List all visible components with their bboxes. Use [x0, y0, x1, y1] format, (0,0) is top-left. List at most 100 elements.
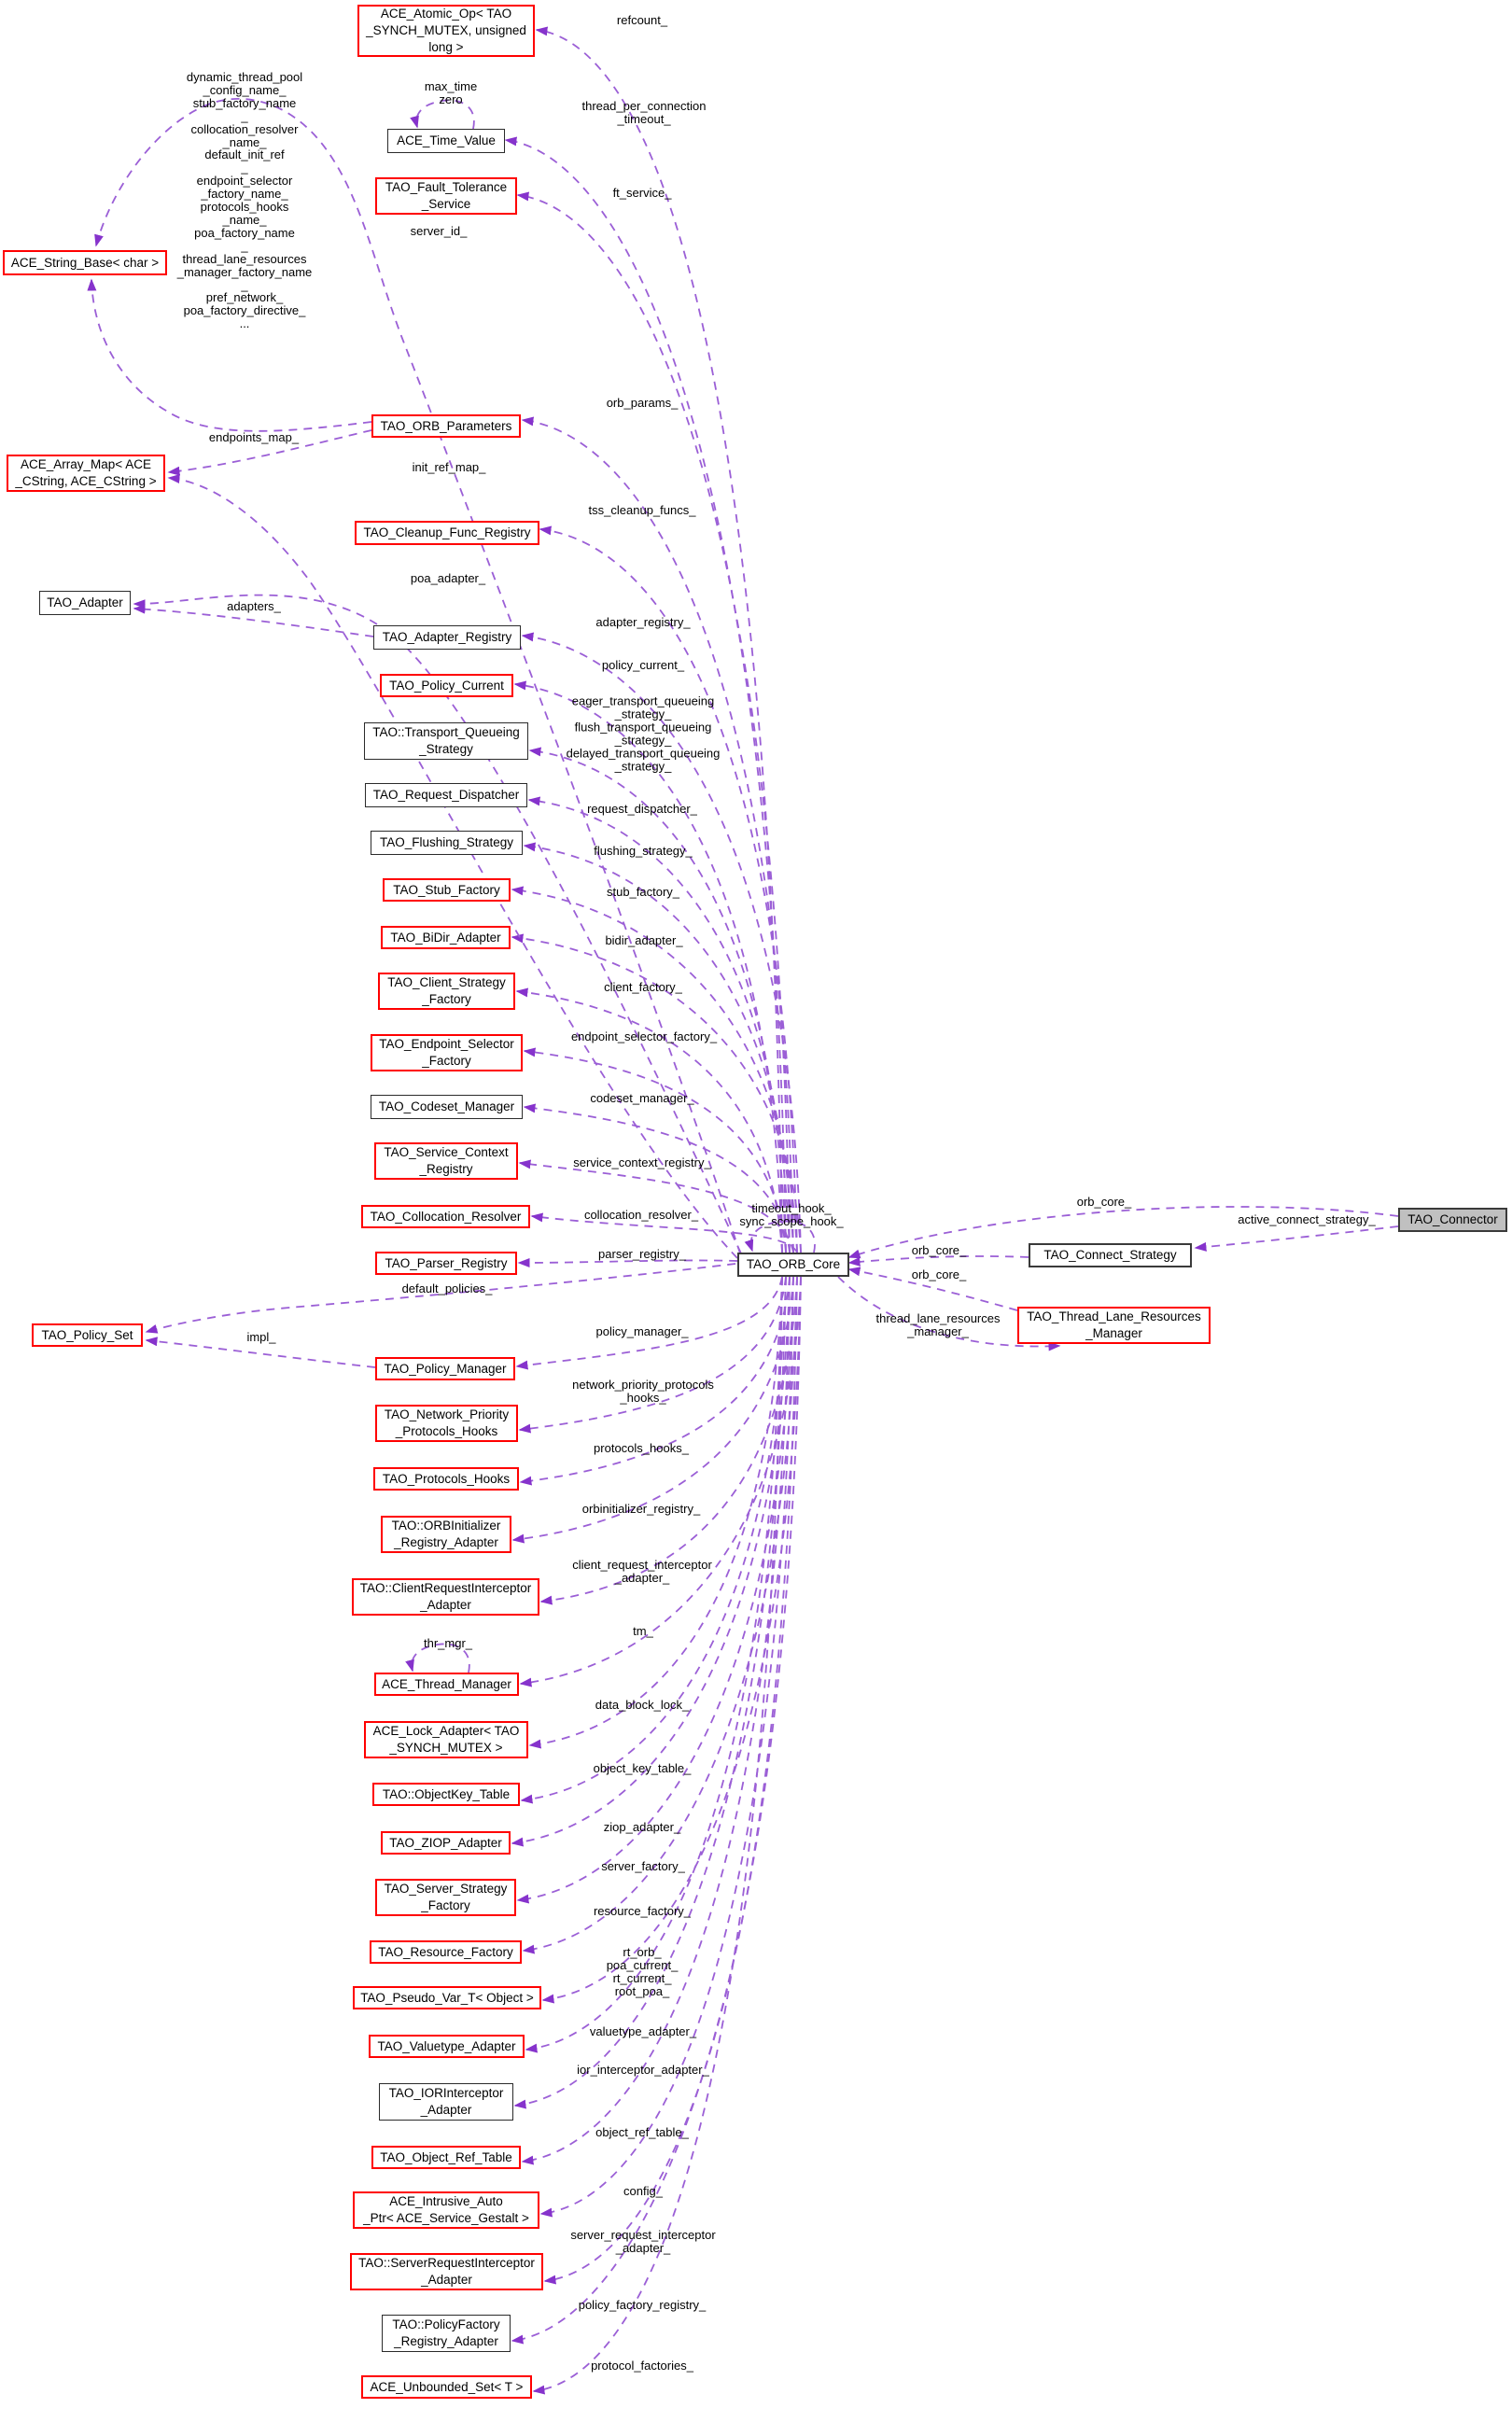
node-tao-objectkey-table[interactable]: TAO::ObjectKey_Table	[372, 1783, 520, 1806]
edge-refcount	[535, 26, 783, 1253]
edge-label-server-factory: server_factory_	[601, 1859, 685, 1874]
node-ace-thread-manager[interactable]: ACE_Thread_Manager	[374, 1673, 519, 1696]
node-tao-codeset-manager[interactable]: TAO_Codeset_Manager	[371, 1095, 523, 1119]
node-tao-orb-core[interactable]: TAO_ORB_Core	[737, 1253, 849, 1277]
node-tao-bidir-adapter[interactable]: TAO_BiDir_Adapter	[381, 926, 511, 949]
node-ace-array-map[interactable]: ACE_Array_Map< ACE _CString, ACE_CString…	[7, 455, 165, 492]
edge-ior-interceptor-adapter	[513, 1276, 787, 2109]
edge-label-thread-lane-resources: thread_lane_resources _manager_	[875, 1311, 1001, 1338]
node-ace-string-base[interactable]: ACE_String_Base< char >	[3, 250, 167, 275]
node-tao-orb-parameters[interactable]: TAO_ORB_Parameters	[371, 414, 521, 438]
edge-manager-orb-core	[847, 1267, 1018, 1311]
node-tao-adapter-registry[interactable]: TAO_Adapter_Registry	[373, 625, 521, 650]
edge-impl	[145, 1337, 376, 1368]
node-tao-cleanup-func-registry[interactable]: TAO_Cleanup_Func_Registry	[355, 521, 539, 545]
node-ace-lock-adapter[interactable]: ACE_Lock_Adapter< TAO _SYNCH_MUTEX >	[364, 1721, 528, 1758]
edge-collocation-resolver	[530, 1212, 798, 1253]
node-tao-serverrequestinterceptor-adapter[interactable]: TAO::ServerRequestInterceptor _Adapter	[350, 2253, 543, 2290]
edge-connector-connect-strategy	[1194, 1225, 1399, 1252]
edge-connect-strategy-orb-core	[847, 1255, 1029, 1267]
node-tao-policyfactory-registry-adapter[interactable]: TAO::PolicyFactory _Registry_Adapter	[382, 2315, 511, 2352]
edge-label-valuetype-adapter: valuetype_adapter_	[589, 2024, 697, 2039]
node-tao-thread-lane-resources-manager[interactable]: TAO_Thread_Lane_Resources _Manager	[1017, 1307, 1211, 1344]
edge-codeset-manager	[523, 1103, 791, 1253]
edge-valuetype-adapter	[525, 1276, 783, 2053]
edge-label-codeset-manager: codeset_manager_	[590, 1091, 694, 1106]
edge-flushing-strategy	[523, 842, 794, 1253]
node-tao-pseudo-var-t[interactable]: TAO_Pseudo_Var_T< Object >	[353, 1986, 541, 2009]
node-tao-clientrequestinterceptor-adapter[interactable]: TAO::ClientRequestInterceptor _Adapter	[352, 1578, 539, 1616]
node-ace-intrusive-auto-ptr[interactable]: ACE_Intrusive_Auto _Ptr< ACE_Service_Ges…	[353, 2191, 539, 2229]
edge-label-orb-core: orb_core_	[1076, 1195, 1132, 1210]
edge-thread-per-connection-timeout	[504, 136, 787, 1253]
edge-config	[539, 1276, 794, 2218]
node-tao-server-strategy-factory[interactable]: TAO_Server_Strategy _Factory	[375, 1879, 516, 1916]
edge-default-policies	[145, 1263, 736, 1334]
edge-label-active-connect-strategy: active_connect_strategy_	[1238, 1212, 1376, 1227]
node-tao-parser-registry[interactable]: TAO_Parser_Registry	[375, 1252, 517, 1275]
edge-label-protocol-factories: protocol_factories_	[591, 2359, 693, 2373]
edge-label-ziop-adapter: ziop_adapter_	[603, 1820, 681, 1835]
edge-label-resource-factory: resource_factory_	[593, 1904, 692, 1919]
node-tao-valuetype-adapter[interactable]: TAO_Valuetype_Adapter	[369, 2035, 525, 2058]
edge-label-config: config_	[623, 2184, 663, 2199]
edge-network-priority-protocols-hooks	[518, 1276, 787, 1434]
node-tao-object-ref-table[interactable]: TAO_Object_Ref_Table	[371, 2146, 521, 2169]
edge-label-protocols-hooks: protocols_hooks_	[594, 1441, 689, 1456]
node-tao-connect-strategy[interactable]: TAO_Connect_Strategy	[1029, 1243, 1192, 1267]
node-tao-resource-factory[interactable]: TAO_Resource_Factory	[370, 1940, 522, 1964]
node-tao-protocols-hooks[interactable]: TAO_Protocols_Hooks	[373, 1467, 519, 1491]
node-tao-collocation-resolver[interactable]: TAO_Collocation_Resolver	[361, 1205, 530, 1228]
edge-label-adapters: adapters_	[227, 599, 281, 614]
edge-label-stub-factory: stub_factory_	[606, 885, 680, 900]
node-tao-client-strategy-factory[interactable]: TAO_Client_Strategy _Factory	[378, 973, 515, 1010]
node-tao-request-dispatcher[interactable]: TAO_Request_Dispatcher	[365, 783, 527, 807]
node-tao-adapter[interactable]: TAO_Adapter	[39, 591, 131, 615]
edge-thread-manager-self-loop	[405, 1643, 470, 1673]
node-ace-unbounded-set[interactable]: ACE_Unbounded_Set< T >	[361, 2375, 532, 2399]
edge-stub-factory	[511, 886, 798, 1253]
edge-label-orb-core: orb_core_	[911, 1243, 967, 1258]
edge-label-refcount: refcount_	[616, 13, 668, 28]
node-tao-network-priority-protocols-hooks[interactable]: TAO_Network_Priority _Protocols_Hooks	[375, 1405, 518, 1442]
edge-adapters	[133, 604, 374, 637]
edge-label-ior-interceptor-adapter: ior_interceptor_adapter_	[577, 2063, 709, 2078]
edge-endpoint-selector-factory	[523, 1047, 787, 1253]
node-ace-atomic-op[interactable]: ACE_Atomic_Op< TAO _SYNCH_MUTEX, unsigne…	[357, 5, 535, 57]
node-ace-time-value[interactable]: ACE_Time_Value	[387, 129, 505, 153]
edge-endpoints-map	[167, 429, 372, 476]
node-tao-endpoint-selector-factory[interactable]: TAO_Endpoint_Selector _Factory	[371, 1034, 523, 1071]
edge-resource-factory	[522, 1276, 798, 1954]
edge-label-network-priority-protocols: network_priority_protocols _hooks_	[572, 1378, 714, 1405]
edge-label-rt-orb: rt_orb_ poa_current_ rt_current_ root_po…	[606, 1945, 679, 1998]
edge-policy-manager	[515, 1276, 783, 1370]
node-tao-fault-tolerance-service[interactable]: TAO_Fault_Tolerance _Service	[375, 177, 517, 215]
edge-label-policy-current: policy_current_	[601, 658, 685, 673]
edge-time-value-self-loop	[410, 99, 475, 130]
node-tao-transport-queueing-strategy[interactable]: TAO::Transport_Queueing _Strategy	[364, 722, 528, 760]
node-tao-policy-set[interactable]: TAO_Policy_Set	[32, 1323, 143, 1347]
node-tao-policy-manager[interactable]: TAO_Policy_Manager	[375, 1357, 515, 1380]
node-tao-service-context-registry[interactable]: TAO_Service_Context _Registry	[374, 1142, 518, 1180]
edge-label-init-ref-map: init_ref_map_	[412, 460, 486, 475]
edge-server-id	[94, 97, 741, 1254]
edge-label-eager-transport-queueing: eager_transport_queueing _strategy_ flus…	[566, 693, 721, 773]
edge-label-request-dispatcher: request_dispatcher_	[587, 802, 697, 817]
node-tao-flushing-strategy[interactable]: TAO_Flushing_Strategy	[371, 831, 523, 855]
node-tao-policy-current[interactable]: TAO_Policy_Current	[380, 674, 513, 697]
edge-client-request-interceptor-adapter	[539, 1276, 798, 1605]
node-tao-orbinitializer-registry-adapter[interactable]: TAO::ORBInitializer _Registry_Adapter	[381, 1516, 511, 1553]
node-tao-stub-factory[interactable]: TAO_Stub_Factory	[383, 878, 511, 902]
edge-policy-factory-registry	[511, 1276, 802, 2345]
edge-label-bidir-adapter: bidir_adapter_	[605, 933, 683, 948]
edge-request-dispatcher	[527, 796, 791, 1253]
edge-connector-orb-core	[847, 1206, 1399, 1259]
node-tao-connector[interactable]: TAO_Connector	[1398, 1208, 1507, 1232]
node-tao-iorinterceptor-adapter[interactable]: TAO_IORInterceptor _Adapter	[379, 2083, 513, 2121]
edge-label-client-request-interceptor: client_request_interceptor _adapter_	[572, 1558, 712, 1585]
edge-label-ft-service: ft_service_	[612, 186, 672, 201]
node-tao-ziop-adapter[interactable]: TAO_ZIOP_Adapter	[381, 1831, 511, 1855]
edge-server-factory	[516, 1276, 794, 1904]
